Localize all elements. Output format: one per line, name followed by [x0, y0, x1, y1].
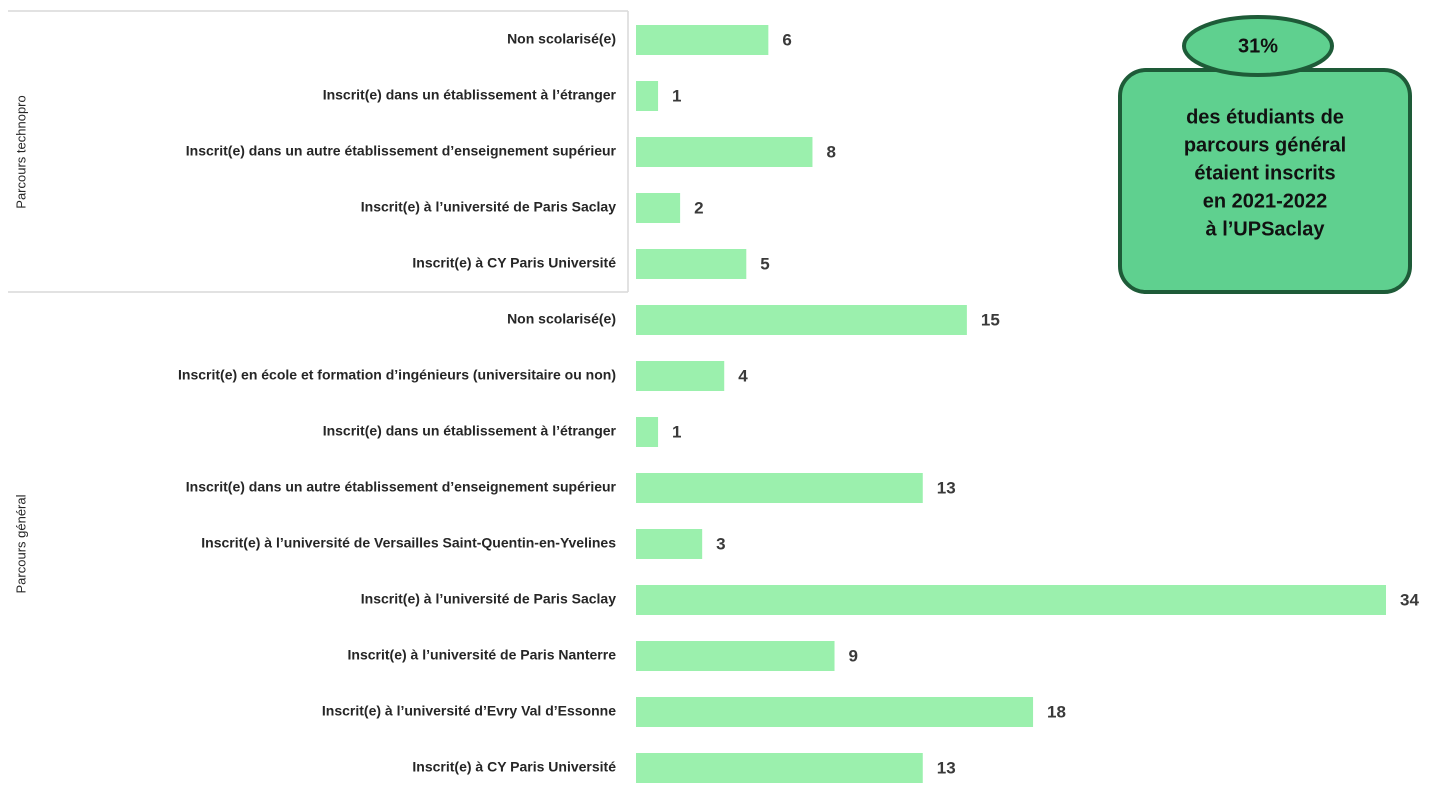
- bar: [636, 81, 659, 111]
- bar: [636, 697, 1034, 727]
- category-label: Inscrit(e) à CY Paris Université: [412, 759, 616, 775]
- category-label: Inscrit(e) à l’université de Versailles …: [201, 535, 616, 551]
- bar: [636, 585, 1386, 615]
- bar: [636, 529, 703, 559]
- category-label: Inscrit(e) en école et formation d’ingén…: [178, 367, 616, 383]
- callout-title: 31%: [1238, 35, 1278, 57]
- category-label: Inscrit(e) dans un établissement à l’étr…: [323, 87, 617, 103]
- value-label: 1: [672, 86, 681, 105]
- category-label: Inscrit(e) à l’université de Paris Sacla…: [361, 199, 616, 215]
- bar: [636, 417, 659, 447]
- bar: [636, 305, 967, 335]
- callout: 31%: [1118, 15, 1412, 294]
- bar: [636, 473, 923, 503]
- value-label: 9: [849, 646, 858, 665]
- category-label: Inscrit(e) à l’université de Paris Sacla…: [361, 591, 616, 607]
- bar: [636, 753, 923, 783]
- category-label: Inscrit(e) à l’université d’Evry Val d’E…: [322, 703, 616, 719]
- callout-line: à l’UPSaclay: [1206, 218, 1326, 240]
- value-label: 34: [1400, 590, 1419, 609]
- value-label: 13: [937, 758, 956, 777]
- value-label: 15: [981, 310, 1000, 329]
- callout-line: étaient inscrits: [1194, 162, 1335, 184]
- value-label: 1: [672, 422, 681, 441]
- callout-line: des étudiants de: [1186, 106, 1344, 128]
- category-label: Non scolarisé(e): [507, 31, 616, 47]
- bar: [636, 361, 725, 391]
- category-label: Non scolarisé(e): [507, 311, 616, 327]
- category-label: Inscrit(e) à CY Paris Université: [412, 255, 616, 271]
- bar: [636, 25, 769, 55]
- bar: [636, 137, 813, 167]
- group-label: Parcours général: [13, 494, 28, 593]
- bar: [636, 249, 747, 279]
- bar: [636, 193, 681, 223]
- bar: [636, 641, 835, 671]
- value-label: 5: [760, 254, 769, 273]
- callout-line: parcours général: [1184, 134, 1346, 156]
- category-label: Inscrit(e) dans un autre établissement d…: [186, 479, 617, 495]
- group-label: Parcours technopro: [13, 95, 28, 208]
- category-label: Inscrit(e) à l’université de Paris Nante…: [348, 647, 617, 663]
- value-label: 18: [1047, 702, 1066, 721]
- callout-line: en 2021-2022: [1203, 190, 1328, 212]
- value-label: 2: [694, 198, 703, 217]
- callout-pill: [1182, 15, 1334, 77]
- value-label: 4: [738, 366, 748, 385]
- value-label: 3: [716, 534, 725, 553]
- value-label: 8: [826, 142, 835, 161]
- value-label: 6: [782, 30, 791, 49]
- category-label: Inscrit(e) dans un établissement à l’étr…: [323, 423, 617, 439]
- value-label: 13: [937, 478, 956, 497]
- category-label: Inscrit(e) dans un autre établissement d…: [186, 143, 617, 159]
